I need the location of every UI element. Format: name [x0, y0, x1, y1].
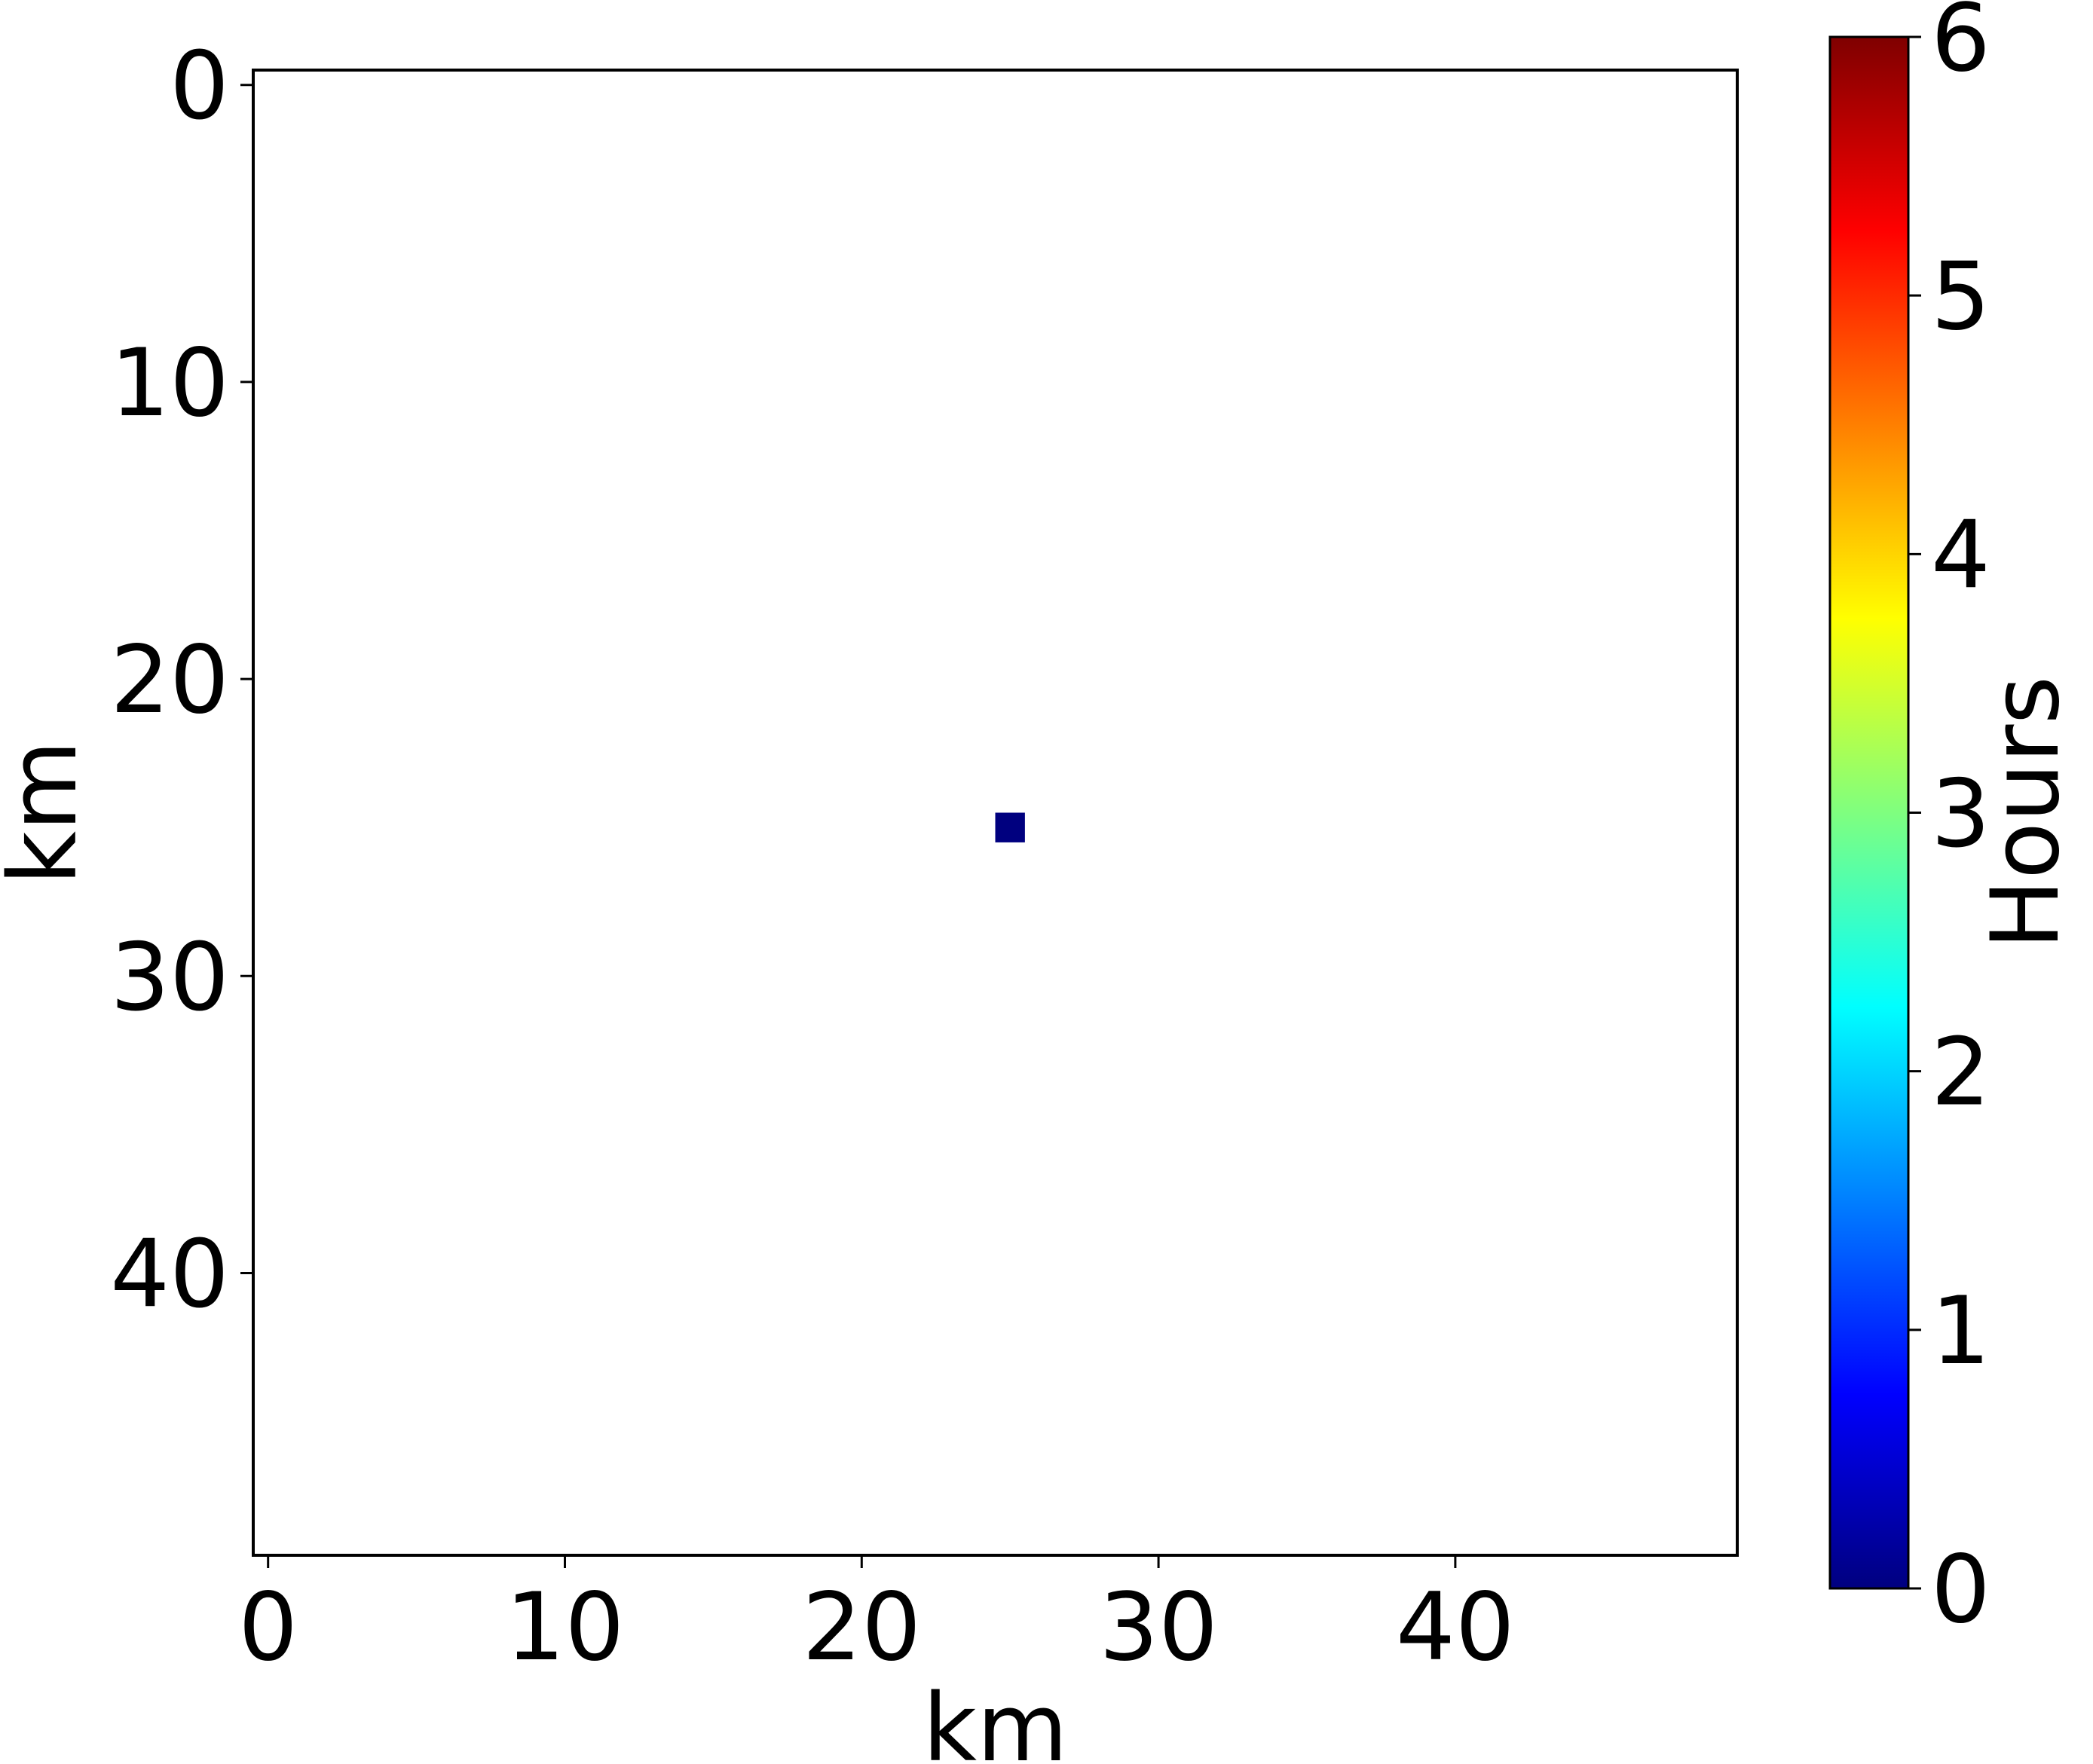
- x-axis-label: km: [923, 1674, 1068, 1764]
- colorbar: 0 1 2 3 4 5 6: [1828, 0, 1990, 1644]
- heatmap-cells: [995, 812, 1025, 842]
- colorbar-tick-label: 1: [1931, 1277, 1990, 1386]
- colorbar-tick-label: 6: [1931, 0, 1990, 93]
- plot-frame: [252, 69, 1739, 1557]
- y-tick-label: 20: [110, 626, 229, 735]
- x-tick-label: 40: [1396, 1573, 1515, 1682]
- y-tick-label: 30: [110, 923, 229, 1032]
- x-axis: 0 10 20 30 40: [238, 1555, 1515, 1682]
- y-tick-label: 40: [110, 1221, 229, 1329]
- colorbar-tick-label: 0: [1931, 1536, 1990, 1644]
- y-tick-label: 10: [110, 329, 229, 438]
- x-tick-label: 20: [802, 1573, 921, 1682]
- y-tick-label: 0: [170, 32, 229, 141]
- colorbar-tick-label: 4: [1931, 501, 1990, 610]
- colorbar-tick-label: 3: [1931, 760, 1990, 869]
- x-tick-label: 30: [1099, 1573, 1218, 1682]
- colorbar-tick-label: 5: [1931, 243, 1990, 351]
- y-axis: 0 10 20 30 40: [110, 32, 253, 1329]
- colorbar-tick-label: 2: [1931, 1019, 1990, 1127]
- colorbar-label: Hours: [1972, 676, 2080, 949]
- heatmap-cell: [995, 812, 1025, 842]
- x-tick-label: 10: [506, 1573, 625, 1682]
- y-axis-label: km: [0, 740, 98, 885]
- colorbar-gradient: [1828, 35, 1910, 1590]
- x-tick-label: 0: [238, 1573, 298, 1682]
